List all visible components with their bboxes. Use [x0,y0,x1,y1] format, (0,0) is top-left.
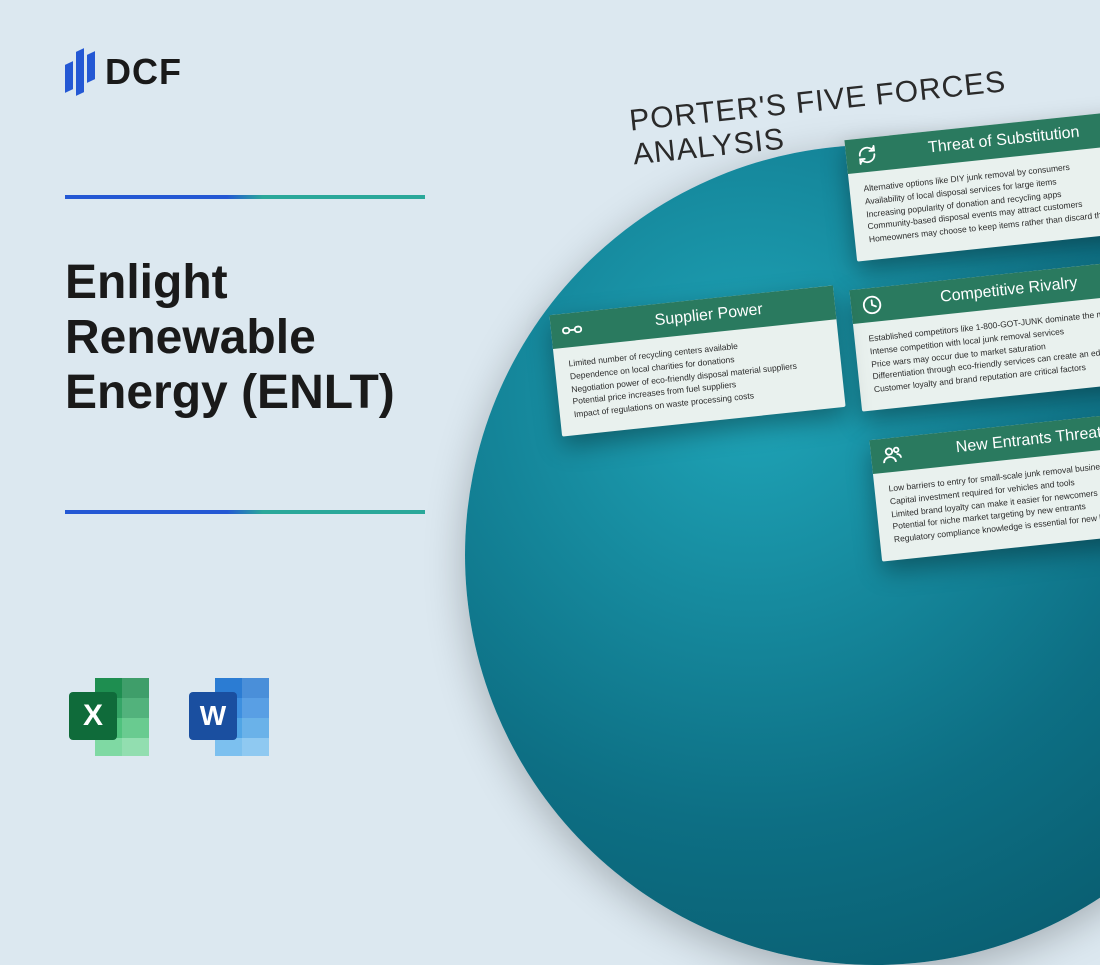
divider-bottom [65,510,425,514]
app-icons-row: X W [65,672,275,762]
divider-top [65,195,425,199]
logo: DCF [65,50,182,94]
users-icon [880,443,904,467]
background-circle [465,145,1100,965]
link-icon [560,318,584,342]
page-title: Enlight Renewable Energy (ENLT) [65,255,485,421]
svg-text:X: X [83,699,103,732]
clock-icon [860,293,884,317]
refresh-icon [855,143,879,167]
svg-text:W: W [200,700,227,731]
logo-bars-icon [65,50,95,94]
excel-icon: X [65,672,155,762]
word-icon: W [185,672,275,762]
logo-text: DCF [105,51,182,93]
